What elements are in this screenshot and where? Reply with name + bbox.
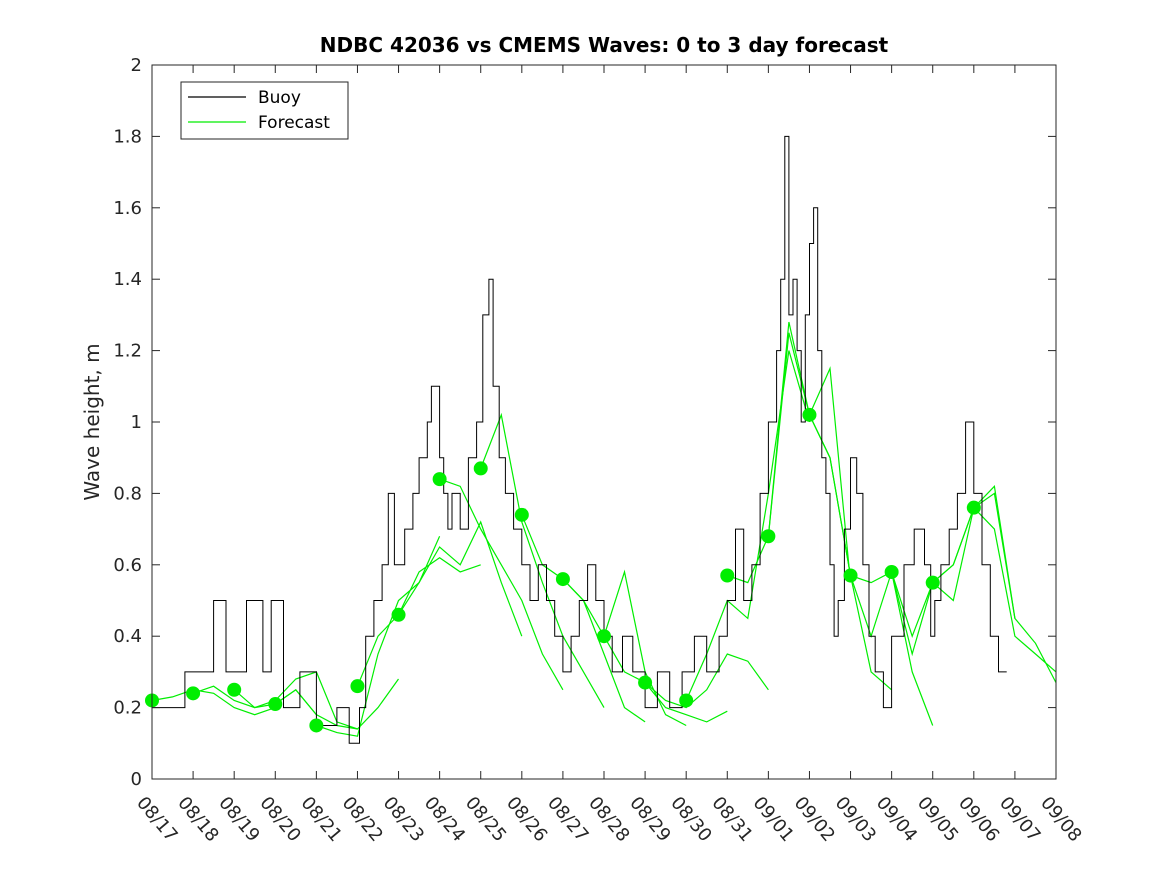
y-axis-label: Wave height, m	[80, 343, 104, 500]
legend-label-forecast: Forecast	[258, 113, 330, 133]
x-tick-label: 09/08	[1036, 793, 1085, 846]
forecast-marker	[843, 568, 858, 583]
legend-box	[180, 81, 349, 140]
x-tick-label: 08/21	[297, 793, 346, 846]
forecast-run-line	[891, 492, 1016, 657]
forecast-run-line	[439, 478, 564, 691]
forecast-marker	[309, 718, 324, 733]
forecast-marker	[720, 568, 735, 583]
x-tick-label: 08/29	[625, 793, 674, 846]
y-tick-label: 0.8	[113, 483, 142, 504]
forecast-run-line	[644, 653, 769, 709]
forecast-marker	[473, 461, 488, 476]
x-tick-label: 09/04	[872, 793, 921, 846]
legend: Buoy Forecast	[180, 81, 349, 140]
y-tick-label: 1.8	[113, 126, 142, 147]
forecast-run-line	[973, 485, 1057, 683]
x-tick-label: 08/24	[420, 793, 469, 846]
x-tick-label: 09/02	[790, 793, 839, 846]
forecast-marker	[227, 682, 242, 697]
x-tick-label: 09/06	[954, 793, 1003, 846]
forecast-marker	[966, 500, 981, 515]
forecast-marker	[638, 675, 653, 690]
forecast-marker	[432, 472, 447, 487]
x-tick-label: 08/30	[666, 793, 715, 846]
y-tick-label: 1	[131, 412, 142, 433]
x-tick-label: 09/01	[749, 793, 798, 846]
forecast-run-line	[932, 506, 1057, 673]
x-tick-label: 08/28	[584, 793, 633, 846]
legend-label-buoy: Buoy	[258, 88, 301, 108]
forecast-run-line	[356, 556, 481, 687]
x-tick-label: 08/17	[132, 793, 181, 846]
x-tick-label: 08/18	[173, 793, 222, 846]
x-tick-label: 09/03	[831, 793, 880, 846]
x-tick-label: 08/19	[214, 793, 263, 846]
y-tick-label: 1.4	[113, 269, 142, 290]
y-tick-label: 0.6	[113, 555, 142, 576]
forecast-marker	[268, 697, 283, 712]
forecast-marker	[555, 572, 570, 587]
forecast-marker	[514, 507, 529, 522]
forecast-marker	[761, 529, 776, 544]
y-axis: 0 0.2 0.4 0.6 0.8 1 1.2 1.4 1.6 1.8 2	[113, 55, 1056, 790]
x-tick-label: 08/22	[338, 793, 387, 846]
y-tick-label: 1.2	[113, 341, 142, 362]
buoy-line	[152, 135, 1007, 744]
forecast-marker	[391, 607, 406, 622]
forecast-marker	[186, 686, 201, 701]
x-tick-label: 08/26	[502, 793, 551, 846]
chart-title: NDBC 42036 vs CMEMS Waves: 0 to 3 day fo…	[320, 33, 889, 57]
y-tick-label: 0.4	[113, 626, 142, 647]
x-tick-label: 08/23	[379, 793, 428, 846]
forecast-marker	[597, 629, 611, 644]
forecast-marker	[350, 679, 365, 694]
forecast-markers	[145, 407, 981, 733]
forecast-run-line	[480, 412, 605, 708]
x-tick-label: 08/25	[461, 793, 510, 846]
y-tick-label: 0.2	[113, 698, 142, 719]
x-tick-label: 08/31	[707, 793, 756, 846]
x-tick-label: 08/20	[255, 793, 304, 846]
forecast-run-line	[727, 332, 852, 584]
x-tick-label: 09/07	[995, 793, 1044, 846]
forecast-marker	[884, 564, 899, 579]
y-tick-label: 2	[131, 55, 142, 76]
forecast-run-line	[603, 635, 728, 723]
forecast-marker	[679, 693, 694, 708]
x-tick-label: 09/05	[913, 793, 962, 846]
forecast-run-line	[151, 689, 276, 716]
x-tick-label: 08/27	[543, 793, 592, 846]
forecast-run-line	[397, 520, 523, 637]
y-tick-label: 0	[131, 769, 142, 790]
y-tick-label: 1.6	[113, 198, 142, 219]
forecast-marker	[925, 575, 940, 590]
forecast-marker	[802, 407, 817, 422]
buoy-series	[152, 135, 1007, 744]
plot-area	[152, 65, 1056, 779]
